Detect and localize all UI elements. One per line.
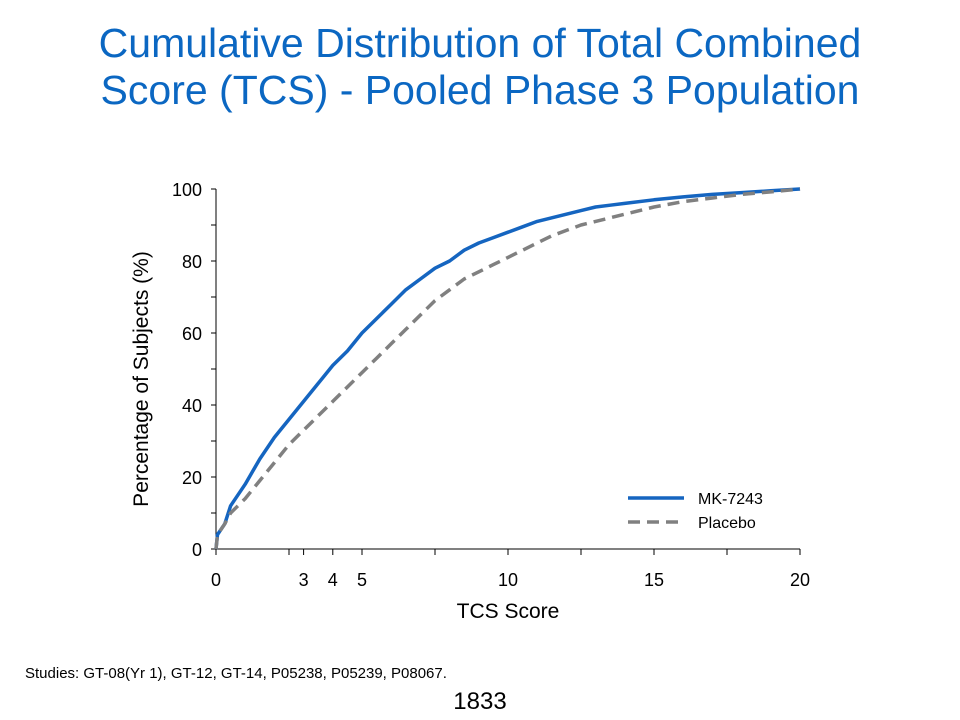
y-tick-label: 80 (182, 252, 202, 272)
y-tick-label: 100 (172, 180, 202, 200)
legend-label: MK-7243 (698, 491, 763, 508)
x-tick-label: 20 (790, 570, 810, 590)
series-line-mk-7243 (214, 187, 801, 550)
series-line-placebo (214, 187, 801, 550)
y-tick-label: 60 (182, 324, 202, 344)
x-tick-label: 0 (211, 570, 221, 590)
y-tick-label: 20 (182, 468, 202, 488)
x-tick-label: 4 (328, 570, 338, 590)
slide-title: Cumulative Distribution of Total Combine… (0, 20, 960, 114)
x-tick-label: 5 (357, 570, 367, 590)
y-tick-label: 40 (182, 396, 202, 416)
slide-title-line-1: Cumulative Distribution of Total Combine… (98, 20, 862, 66)
x-tick-label: 3 (299, 570, 309, 590)
page-number: 1833 (453, 688, 507, 715)
legend-label: Placebo (698, 515, 756, 532)
y-tick-label: 0 (192, 540, 202, 560)
x-tick-label: 15 (644, 570, 664, 590)
studies-footnote: Studies: GT-08(Yr 1), GT-12, GT-14, P052… (25, 665, 447, 682)
y-axis-label: Percentage of Subjects (%) (130, 251, 153, 507)
x-tick-label: 10 (498, 570, 518, 590)
slide-title-line-2: Score (TCS) - Pooled Phase 3 Population (100, 67, 860, 113)
x-axis-label: TCS Score (457, 600, 560, 623)
